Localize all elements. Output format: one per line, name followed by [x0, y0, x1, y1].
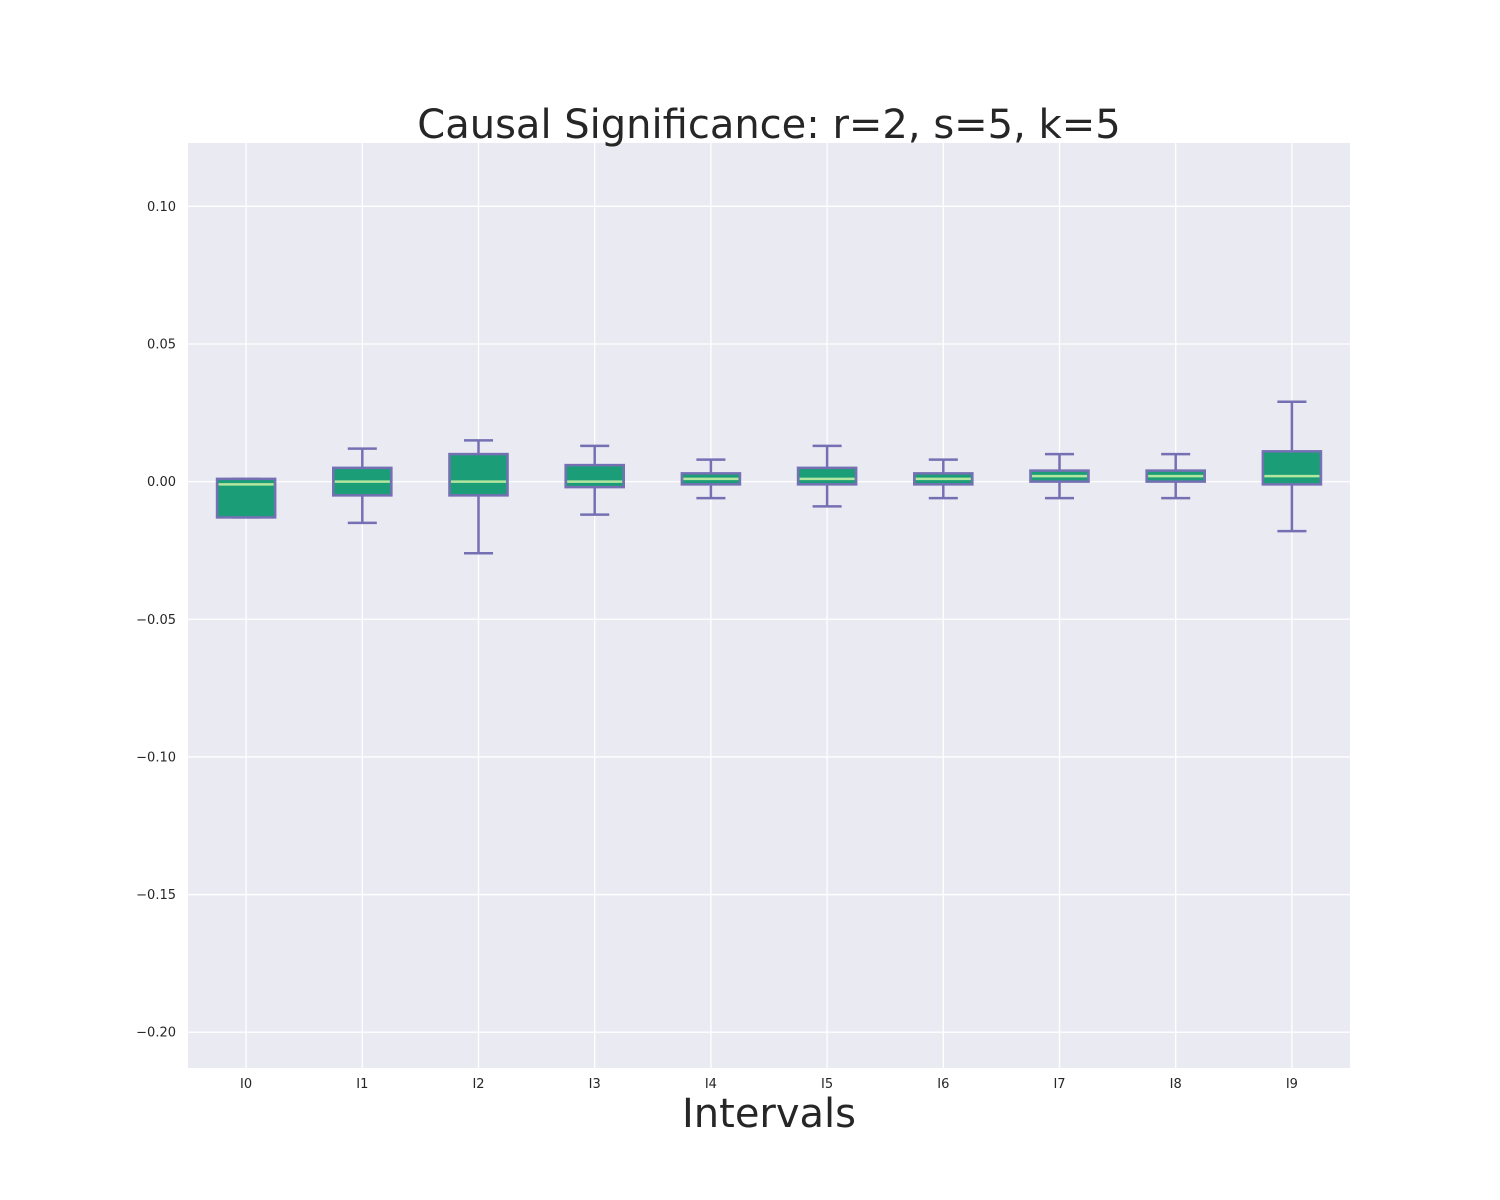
- box-iqr: [564, 463, 626, 489]
- x-tick-label: I2: [472, 1077, 484, 1092]
- box-I3: [564, 444, 626, 516]
- box-I8: [1145, 452, 1207, 500]
- y-tick-label: 0.05: [147, 337, 176, 352]
- box-I4: [680, 458, 742, 500]
- box-I2: [448, 439, 509, 555]
- y-tick-label: 0.00: [147, 475, 176, 490]
- y-tick-label: −0.10: [136, 750, 176, 765]
- box-I5: [796, 444, 858, 508]
- y-tick-label: −0.15: [136, 888, 176, 903]
- box-iqr: [1261, 450, 1323, 486]
- x-tick-label: I6: [937, 1077, 949, 1092]
- plot-area: [188, 143, 1350, 1068]
- box-I9: [1261, 400, 1323, 533]
- box-I7: [1029, 452, 1090, 500]
- x-tick-label: I4: [705, 1077, 717, 1092]
- box-I1: [332, 447, 393, 525]
- x-tick-label: I7: [1053, 1077, 1065, 1092]
- y-tick-label: 0.10: [147, 200, 176, 215]
- box-iqr: [796, 466, 858, 486]
- box-iqr: [448, 452, 509, 497]
- y-tick-label: −0.05: [136, 613, 176, 628]
- box-I0: [215, 477, 277, 519]
- x-tick-label: I5: [821, 1077, 833, 1092]
- x-tick-labels: I0 I1 I2 I3 I4 I5 I6 I7 I8 I9: [240, 1077, 1298, 1092]
- y-tick-labels: 0.10 0.05 0.00 −0.05 −0.10 −0.15 −0.20: [136, 200, 176, 1041]
- x-axis-label: Intervals: [682, 1091, 856, 1137]
- x-tick-label: I8: [1170, 1077, 1182, 1092]
- x-tick-label: I9: [1286, 1077, 1298, 1092]
- box-I6: [913, 458, 974, 500]
- x-tick-label: I1: [356, 1077, 368, 1092]
- x-tick-label: I3: [589, 1077, 601, 1092]
- boxes: [215, 400, 1323, 555]
- y-tick-label: −0.20: [136, 1026, 176, 1041]
- chart-title: Causal Significance: r=2, s=5, k=5: [417, 102, 1120, 148]
- x-tick-label: I0: [240, 1077, 252, 1092]
